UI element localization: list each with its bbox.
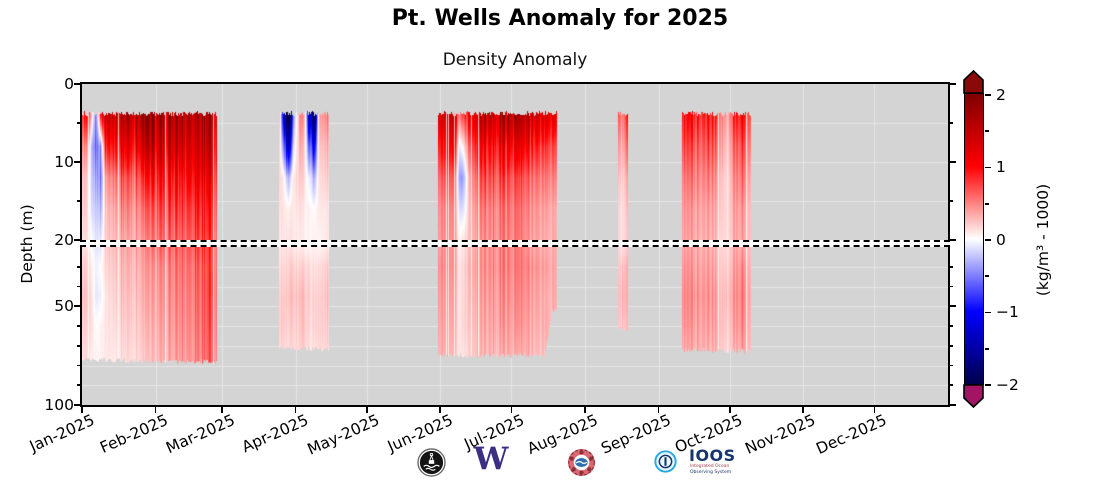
depth-panel-20-100m <box>80 245 950 407</box>
figure-title: Pt. Wells Anomaly for 2025 <box>391 6 729 31</box>
ioos-logo-mark <box>654 450 677 473</box>
colorbar-major-tick <box>985 311 991 314</box>
tribal-logo <box>567 448 596 477</box>
y-major-tick <box>950 305 956 308</box>
colorbar-extend-under-arrow <box>963 384 984 408</box>
colorbar-tick-label: 1 <box>996 158 1006 176</box>
density-anomaly-heatmap-top <box>82 84 948 240</box>
y-tick-label: 0 <box>64 74 74 93</box>
y-tick-label: 100 <box>44 395 74 414</box>
colorbar-tick-label: 2 <box>996 85 1006 104</box>
y-minor-tick <box>950 265 953 268</box>
y-major-tick <box>950 239 956 241</box>
x-major-tick <box>657 407 660 413</box>
y-major-tick <box>74 305 80 308</box>
depth-panel-0-20m <box>80 82 950 242</box>
colorbar-major-tick <box>985 239 991 241</box>
x-tick-label: Dec-2025 <box>813 411 890 458</box>
y-major-tick <box>950 161 956 163</box>
x-major-tick <box>221 407 223 413</box>
y-tick-label: 10 <box>54 152 74 171</box>
y-minor-tick <box>950 122 953 124</box>
y-major-tick <box>74 239 80 241</box>
colorbar-minor-tick <box>985 275 989 278</box>
y-major-tick <box>950 404 956 406</box>
density-anomaly-heatmap-bottom <box>82 247 948 405</box>
x-major-tick <box>365 407 368 413</box>
y-minor-tick <box>950 364 953 367</box>
x-major-tick <box>802 407 805 413</box>
y-minor-tick <box>77 200 80 202</box>
y-minor-tick <box>77 325 80 327</box>
x-tick-label: Feb-2025 <box>97 411 171 457</box>
colorbar-major-tick <box>985 94 991 96</box>
y-minor-tick <box>77 122 80 124</box>
colorbar <box>964 93 984 385</box>
figure-subtitle: Density Anomaly <box>442 50 588 70</box>
colorbar-gradient <box>965 94 983 384</box>
x-tick-label: Jan-2025 <box>27 411 98 456</box>
ioos-logo-text: IOOS <box>689 446 736 465</box>
x-tick-label: May-2025 <box>304 411 383 459</box>
y-minor-tick <box>77 344 80 347</box>
colorbar-tick-label: −1 <box>996 303 1019 321</box>
x-major-tick <box>81 407 83 413</box>
colorbar-extend-over-arrow <box>963 70 984 94</box>
x-tick-label: Apr-2025 <box>238 411 311 457</box>
colorbar-tick-label: 0 <box>996 230 1006 249</box>
y-major-tick <box>74 161 80 163</box>
colorbar-minor-tick <box>985 130 989 133</box>
y-minor-tick <box>950 344 953 347</box>
x-tick-label: Nov-2025 <box>742 411 819 458</box>
colorbar-unit-label: (kg/m³ - 1000) <box>1034 183 1052 297</box>
x-tick-label: Mar-2025 <box>163 411 238 458</box>
x-major-tick <box>584 407 586 413</box>
orca-buoy-logo <box>417 448 446 477</box>
y-minor-tick <box>950 384 953 387</box>
y-tick-label: 20 <box>54 230 74 249</box>
x-major-tick <box>873 407 876 413</box>
y-minor-tick <box>950 285 953 288</box>
y-minor-tick <box>77 285 80 288</box>
uw-logo: W <box>473 441 509 477</box>
y-minor-tick <box>77 265 80 268</box>
y-major-tick <box>950 83 956 85</box>
colorbar-major-tick <box>985 166 991 169</box>
y-major-tick <box>74 83 80 85</box>
y-minor-tick <box>950 200 953 202</box>
colorbar-minor-tick <box>985 202 989 205</box>
y-tick-label: 50 <box>54 296 74 315</box>
y-major-tick <box>74 404 80 406</box>
x-major-tick <box>439 407 442 413</box>
x-major-tick <box>510 407 513 413</box>
colorbar-minor-tick <box>985 347 989 350</box>
ioos-logo-subtext-1: Integrated Ocean <box>690 464 730 469</box>
x-major-tick <box>728 407 731 413</box>
x-major-tick <box>154 407 157 413</box>
x-major-tick <box>294 407 297 413</box>
y-minor-tick <box>77 384 80 387</box>
y-minor-tick <box>950 325 953 327</box>
ioos-logo-subtext-2: Observing System <box>690 469 732 475</box>
colorbar-tick-label: −2 <box>996 375 1019 394</box>
colorbar-major-tick <box>985 384 991 386</box>
y-minor-tick <box>77 364 80 367</box>
